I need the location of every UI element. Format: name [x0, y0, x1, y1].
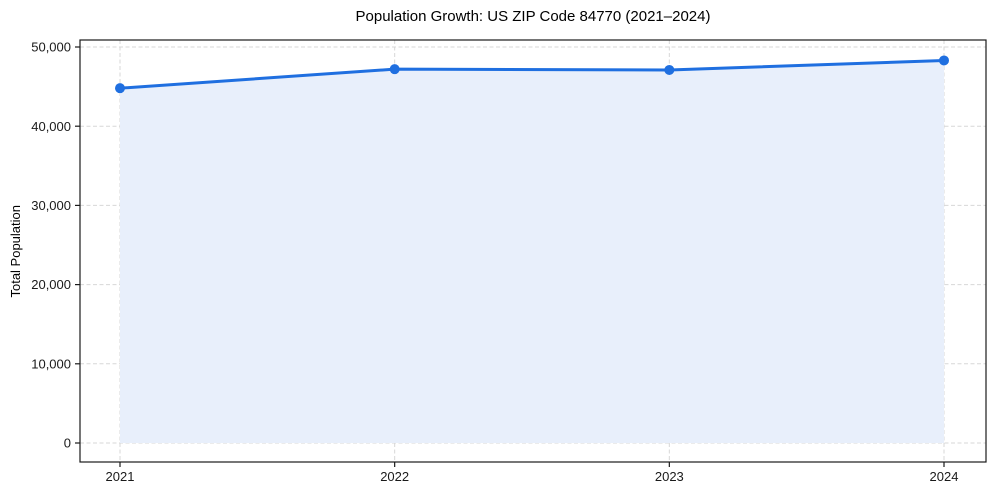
chart-title: Population Growth: US ZIP Code 84770 (20… [355, 8, 711, 25]
data-point [664, 64, 675, 75]
trend-line [118, 58, 946, 90]
x-tick-label: 2024 [930, 469, 959, 484]
area-fill [120, 60, 944, 444]
data-point [115, 83, 125, 94]
y-tick-label: 50,000 [31, 40, 71, 55]
y-tick-label: 20,000 [31, 277, 71, 292]
y-tick-label: 40,000 [31, 119, 71, 134]
x-tick-label: 2023 [655, 469, 684, 484]
y-tick-label: 10,000 [31, 356, 71, 371]
plot-border [79, 39, 987, 463]
y-tick-label: 30,000 [31, 198, 71, 213]
x-tick-label: 2022 [380, 469, 409, 484]
y-tick-label: 0 [64, 436, 71, 451]
x-tick-label: 2021 [106, 469, 135, 484]
data-point [389, 64, 400, 75]
data-point [939, 55, 949, 66]
